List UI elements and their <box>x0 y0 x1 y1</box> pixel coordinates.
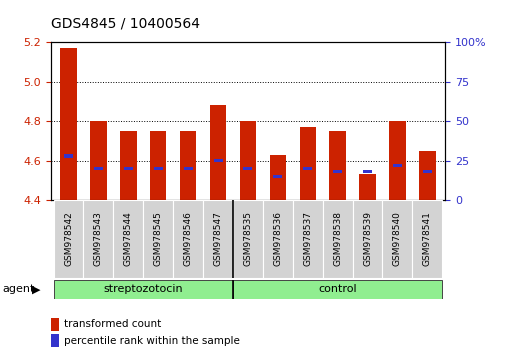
Bar <box>269 155 285 200</box>
Bar <box>83 200 113 278</box>
Text: percentile rank within the sample: percentile rank within the sample <box>64 336 240 346</box>
Bar <box>50 334 59 347</box>
Bar <box>232 280 441 299</box>
Text: GSM978545: GSM978545 <box>154 211 163 267</box>
Bar <box>120 131 136 200</box>
Text: GSM978546: GSM978546 <box>183 211 192 267</box>
Bar <box>232 200 263 278</box>
Bar <box>388 121 405 200</box>
Bar <box>422 170 431 173</box>
Text: GSM978535: GSM978535 <box>243 211 252 267</box>
Bar <box>239 121 256 200</box>
Bar <box>418 151 435 200</box>
Bar <box>124 167 133 170</box>
Bar <box>154 167 163 170</box>
Text: GSM978540: GSM978540 <box>392 211 401 267</box>
Bar <box>149 131 166 200</box>
Bar <box>113 200 143 278</box>
Bar <box>412 200 441 278</box>
Text: GSM978539: GSM978539 <box>362 211 371 267</box>
Text: transformed count: transformed count <box>64 319 161 329</box>
Bar <box>50 318 59 331</box>
Bar <box>173 200 203 278</box>
Bar <box>213 159 222 162</box>
Text: control: control <box>318 284 356 295</box>
Bar <box>243 167 252 170</box>
Text: ▶: ▶ <box>32 284 40 295</box>
Text: GSM978541: GSM978541 <box>422 211 431 267</box>
Bar <box>210 105 226 200</box>
Bar <box>352 200 382 278</box>
Bar <box>143 200 173 278</box>
Bar <box>90 121 107 200</box>
Bar <box>302 167 312 170</box>
Bar <box>359 175 375 200</box>
Text: GSM978537: GSM978537 <box>302 211 312 267</box>
Bar <box>273 175 282 178</box>
Bar <box>322 200 352 278</box>
Bar <box>362 170 371 173</box>
Bar <box>180 131 196 200</box>
Bar <box>299 127 315 200</box>
Bar <box>54 280 232 299</box>
Bar <box>183 167 192 170</box>
Bar <box>392 164 401 167</box>
Text: GSM978542: GSM978542 <box>64 212 73 266</box>
Text: GSM978543: GSM978543 <box>94 211 103 267</box>
Text: GSM978538: GSM978538 <box>332 211 341 267</box>
Text: GDS4845 / 10400564: GDS4845 / 10400564 <box>50 16 199 30</box>
Bar <box>382 200 412 278</box>
Bar <box>292 200 322 278</box>
Text: GSM978544: GSM978544 <box>124 212 133 266</box>
Bar <box>64 154 73 158</box>
Bar <box>54 200 83 278</box>
Text: agent: agent <box>3 284 35 295</box>
Bar <box>332 170 341 173</box>
Bar <box>329 131 345 200</box>
Text: GSM978536: GSM978536 <box>273 211 282 267</box>
Bar <box>94 167 103 170</box>
Bar <box>203 200 232 278</box>
Text: GSM978547: GSM978547 <box>213 211 222 267</box>
Bar <box>263 200 292 278</box>
Text: streptozotocin: streptozotocin <box>104 284 183 295</box>
Bar <box>60 48 77 200</box>
